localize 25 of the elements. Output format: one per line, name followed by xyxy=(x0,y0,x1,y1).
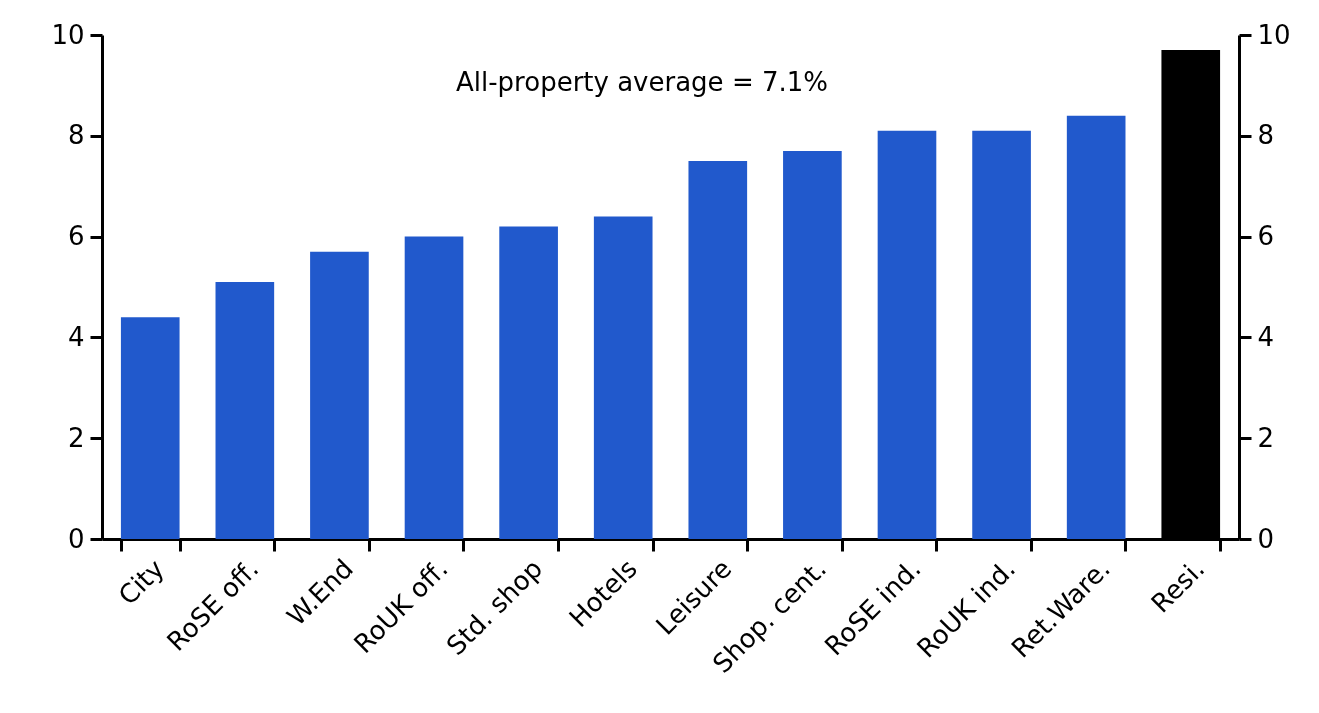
bar xyxy=(404,236,464,539)
y-tick-label: 8 xyxy=(67,120,85,151)
y-tick-label: 2 xyxy=(67,422,85,453)
bar xyxy=(215,281,275,539)
y2-tick-label: 8 xyxy=(1257,120,1275,151)
y-tick-label: 0 xyxy=(67,523,85,554)
bar xyxy=(688,161,748,539)
y-tick-label: 10 xyxy=(51,19,85,50)
y-tick-label: 4 xyxy=(67,321,85,352)
bar xyxy=(1066,115,1126,539)
annotation: All-property average = 7.1% xyxy=(456,67,828,97)
y2-tick-label: 6 xyxy=(1257,221,1275,252)
y-tick-label: 6 xyxy=(67,221,85,252)
y2-tick-label: 0 xyxy=(1257,523,1275,554)
bar xyxy=(120,317,180,539)
bar xyxy=(310,251,369,539)
bar xyxy=(877,130,937,539)
y2-tick-label: 2 xyxy=(1257,422,1275,453)
x-tick-label: City xyxy=(112,553,170,611)
bar xyxy=(593,216,653,539)
bar xyxy=(972,130,1031,539)
bar xyxy=(499,226,558,539)
bar xyxy=(783,150,842,539)
y2-tick-label: 10 xyxy=(1257,19,1291,50)
y2-tick-label: 4 xyxy=(1257,321,1275,352)
